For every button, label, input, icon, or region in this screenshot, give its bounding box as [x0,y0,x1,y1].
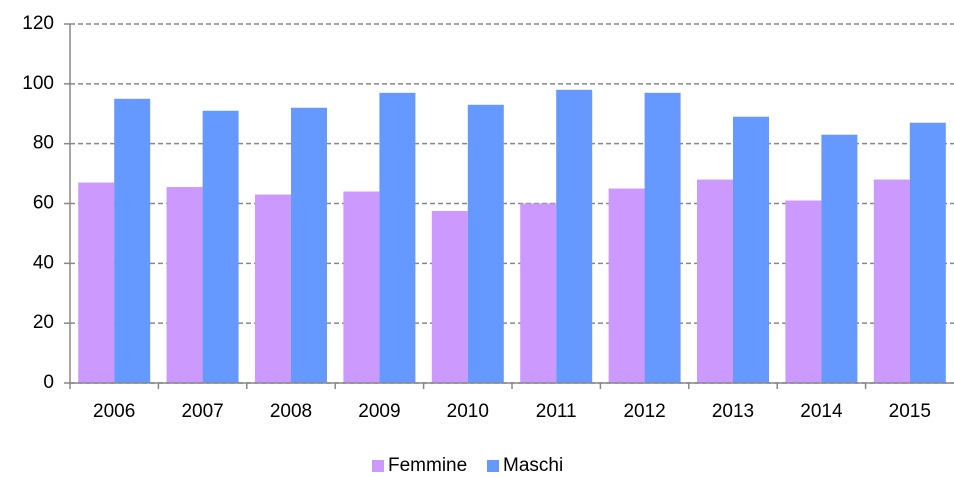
x-tick-label: 2006 [93,401,135,422]
bar [379,92,416,383]
x-tick-label: 2014 [800,401,843,422]
bar [697,179,733,383]
legend-label: Femmine [388,455,467,476]
y-tick-label: 0 [43,372,54,393]
x-tick-label: 2011 [536,401,577,422]
y-tick-label: 40 [33,252,54,273]
y-tick-label: 120 [22,13,54,34]
x-tick-label: 2009 [358,401,400,422]
bar [78,182,115,383]
bar [556,89,593,384]
x-tick-label: 2007 [181,401,223,422]
bar [520,203,557,383]
y-tick-label: 60 [33,193,54,214]
bar [467,104,504,384]
x-tick-label: 2015 [889,401,931,422]
bar [255,194,291,383]
bar [166,187,203,383]
legend-swatch [372,460,384,472]
x-tick-label: 2012 [623,401,665,422]
bar [733,116,769,383]
bar [909,122,946,383]
y-tick-label: 20 [33,312,54,333]
bar [821,134,858,383]
bar [202,110,239,383]
bar [873,179,910,383]
bar [785,200,822,383]
x-tick-label: 2008 [270,401,312,422]
y-tick-label: 100 [22,73,54,94]
bar [291,107,327,384]
x-tick-label: 2013 [712,401,754,422]
bar [608,188,645,383]
bar [431,210,468,383]
bar [644,92,681,383]
bar [343,191,380,383]
y-tick-label: 80 [33,133,54,154]
legend-label: Maschi [503,455,563,476]
x-tick-label: 2010 [447,401,489,422]
bar [114,98,151,384]
legend-swatch [487,460,499,472]
